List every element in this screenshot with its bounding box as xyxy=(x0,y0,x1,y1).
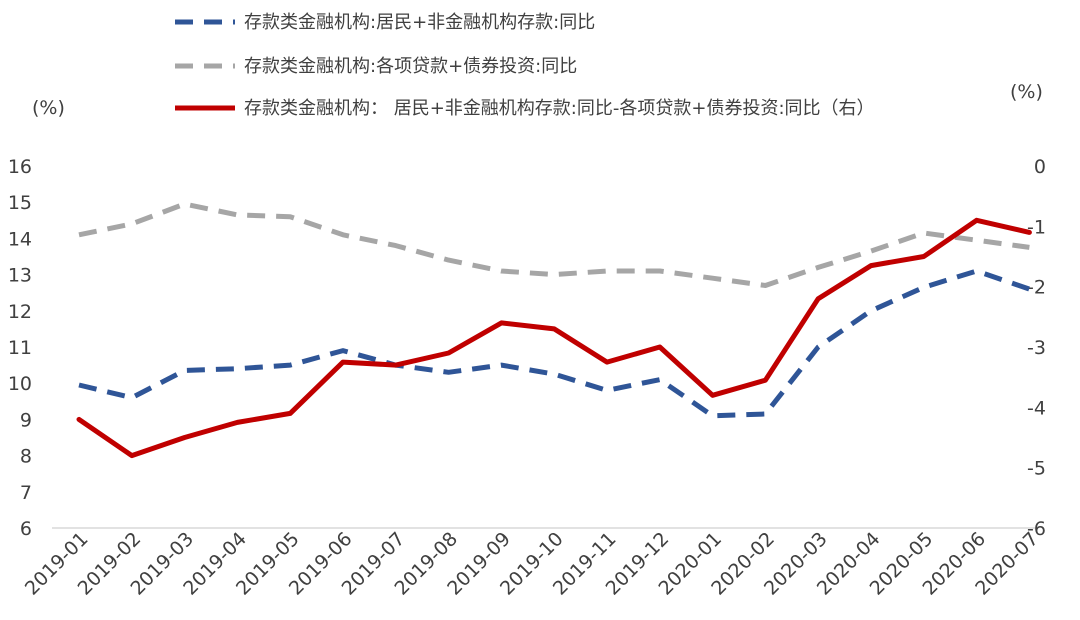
left-tick-label: 12 xyxy=(8,301,32,323)
series-layer xyxy=(76,201,1032,459)
series-line-1 xyxy=(78,201,1030,288)
right-tick-label: -5 xyxy=(1027,458,1046,480)
left-axis-unit: (%) xyxy=(32,97,65,119)
right-axis-ticks: 0 -1 -2 -3 -4 -5 -6 xyxy=(1027,156,1046,540)
right-tick-label: -4 xyxy=(1027,397,1046,419)
left-tick-label: 13 xyxy=(8,265,32,287)
legend-label-loans: 存款类金融机构:各项贷款+债券投资:同比 xyxy=(244,56,577,77)
right-tick-label: -1 xyxy=(1027,216,1046,238)
left-tick-label: 14 xyxy=(8,228,32,250)
x-axis-ticks: 2019-012019-022019-032019-042019-052019-… xyxy=(21,528,1043,600)
left-tick-label: 11 xyxy=(8,337,32,359)
legend-label-deposits: 存款类金融机构:居民+非金融机构存款:同比 xyxy=(244,12,595,33)
left-tick-label: 7 xyxy=(20,482,32,504)
left-tick-label: 16 xyxy=(8,156,32,178)
right-tick-label: -3 xyxy=(1027,337,1046,359)
left-tick-label: 15 xyxy=(8,192,32,214)
left-tick-label: 10 xyxy=(8,373,32,395)
left-tick-label: 8 xyxy=(20,446,32,468)
right-tick-label: -2 xyxy=(1027,277,1046,299)
series-line-0 xyxy=(78,268,1031,419)
right-tick-label: -6 xyxy=(1027,518,1046,540)
right-axis-unit: (%) xyxy=(1010,81,1043,103)
left-axis-ticks: 16 15 14 13 12 11 10 9 8 7 6 xyxy=(8,156,32,540)
legend: 存款类金融机构:居民+非金融机构存款:同比 存款类金融机构:各项贷款+债券投资:… xyxy=(175,12,875,119)
right-tick-label: 0 xyxy=(1034,156,1046,178)
series-line-2 xyxy=(76,217,1032,459)
left-tick-label: 6 xyxy=(20,518,32,540)
left-tick-label: 9 xyxy=(20,409,32,431)
legend-label-spread: 存款类金融机构： 居民+非金融机构存款:同比-各项贷款+债券投资:同比（右） xyxy=(244,98,875,119)
